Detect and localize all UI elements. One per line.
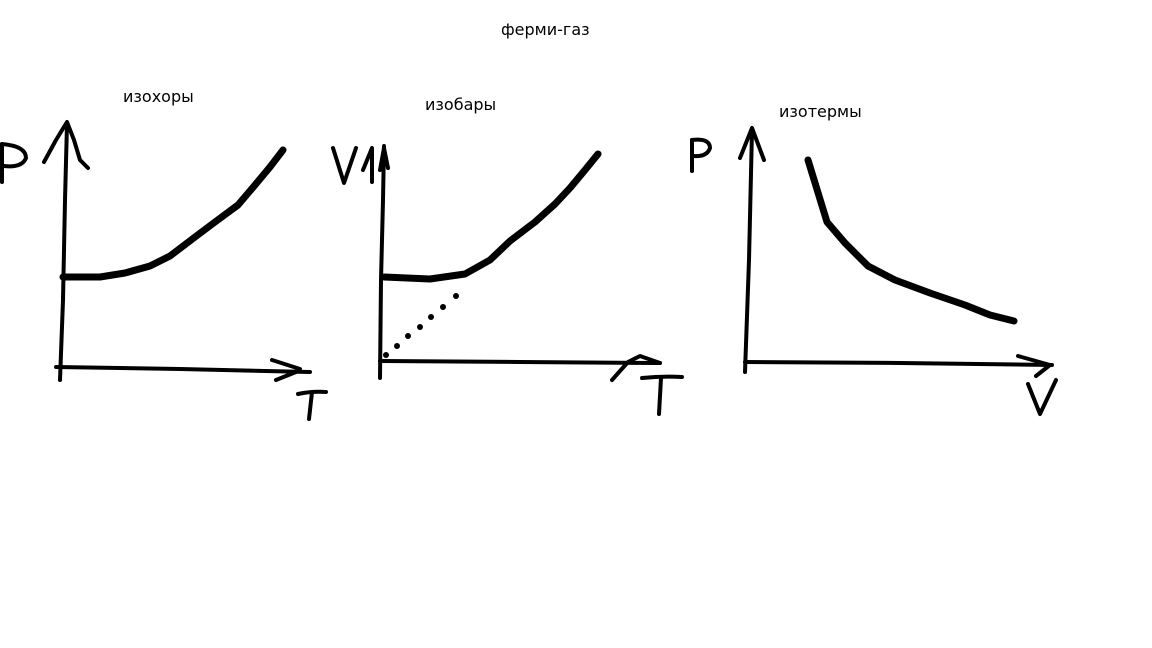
isobar-dotted-line <box>383 293 459 358</box>
y-axis-label-P <box>690 137 712 173</box>
x-axis-arrowhead <box>610 354 662 382</box>
isochore-curve <box>59 146 287 281</box>
panel-title-isotherms: изотермы <box>779 102 862 121</box>
y-axis-arrowhead <box>738 126 766 162</box>
y-axis-arrowhead <box>378 146 390 172</box>
x-axis-label-V <box>1026 378 1058 416</box>
panel-isotherms <box>690 126 1058 416</box>
x-axis <box>54 365 312 374</box>
isotherm-curve <box>804 156 1018 325</box>
y-axis <box>378 144 386 380</box>
x-axis-arrowhead <box>1016 354 1052 378</box>
diagram-title: ферми-газ <box>501 20 590 39</box>
y-axis-arrowhead <box>42 120 90 170</box>
panel-isochores <box>0 120 328 421</box>
panel-isobars <box>331 144 684 416</box>
y-axis <box>58 122 69 382</box>
y-axis <box>743 128 754 374</box>
panel-title-isobars: изобары <box>425 95 497 114</box>
panel-title-isochores: изохоры <box>123 87 194 106</box>
isobar-curve <box>380 150 602 283</box>
x-axis <box>743 360 1054 367</box>
y-axis-label-P <box>0 142 28 184</box>
x-axis <box>378 359 662 365</box>
y-axis-label-V <box>331 146 374 185</box>
x-axis-arrowhead <box>270 358 302 382</box>
x-axis-label-T <box>640 374 684 416</box>
x-axis-label-T <box>296 389 328 421</box>
